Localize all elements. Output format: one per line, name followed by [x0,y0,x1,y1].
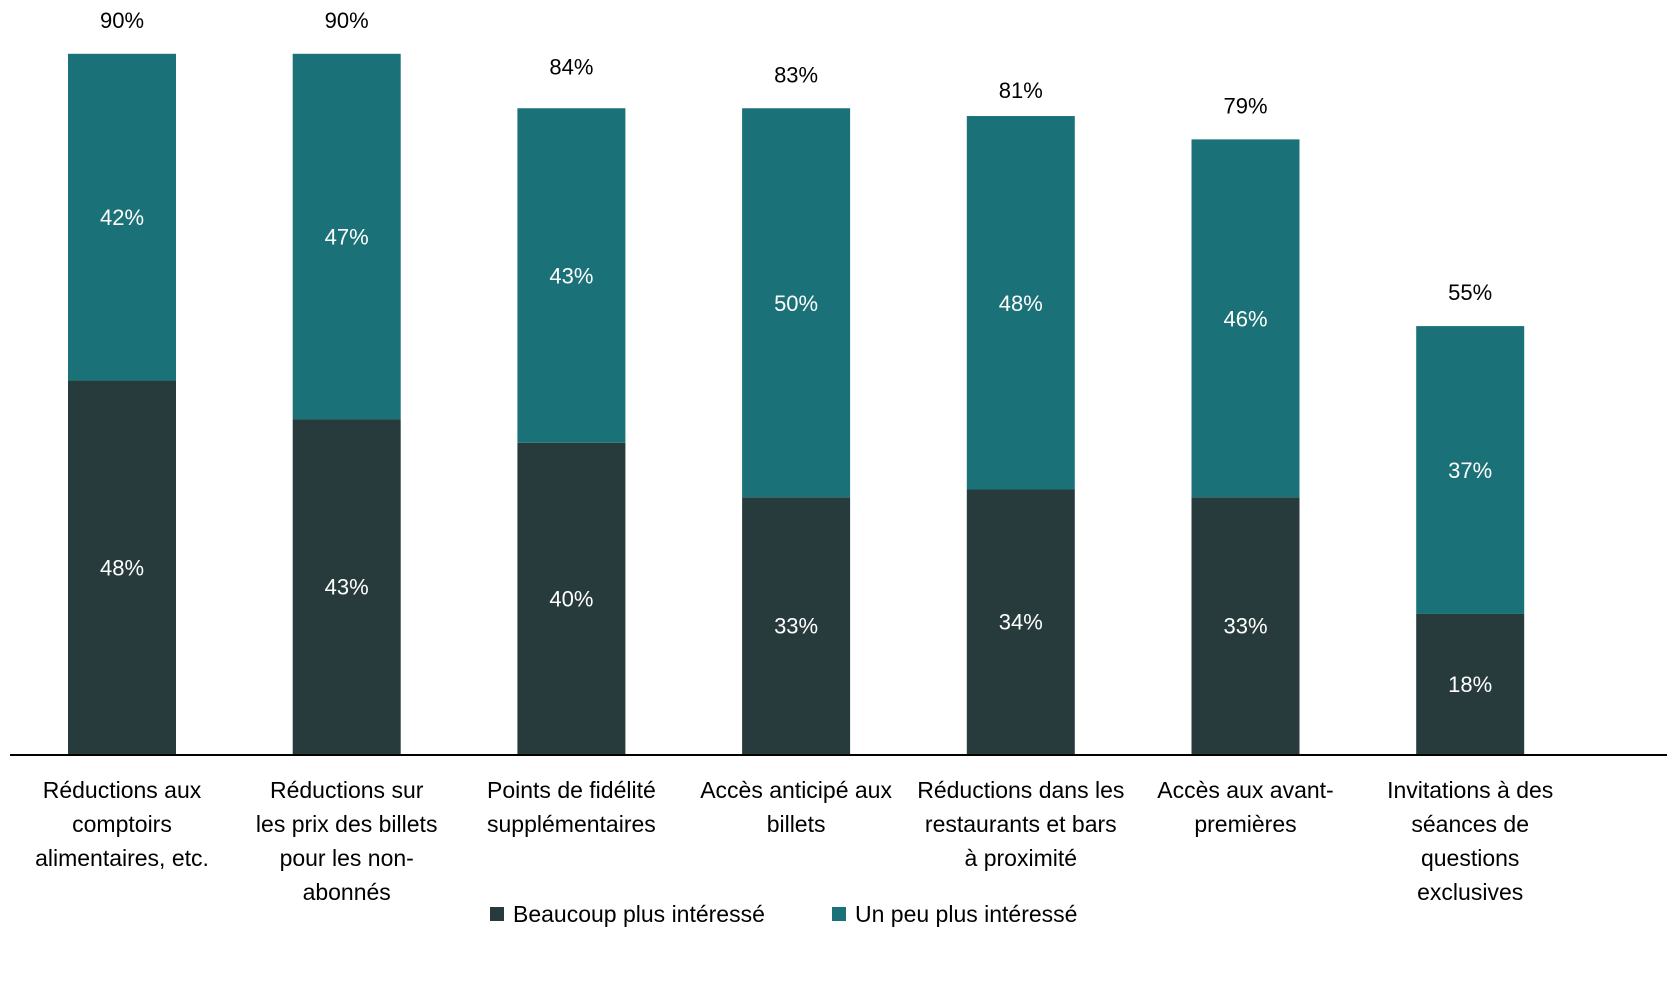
bar-segment-un-peu-7 [1416,326,1525,614]
bar-segment-beaucoup-7 [1416,613,1525,754]
category-label-5: Réductions dans les restaurants et bars à … [917,777,1124,871]
category-label-1: Réductions aux comptoirs alimentaires, etc… [35,777,209,871]
segment-label-un-peu-2: 47% [325,225,369,250]
category-label-4: Accès anticipé aux billets [700,777,892,837]
category-label-7: Invitations à des séances de questions excl… [1387,777,1553,905]
bars-layer [68,53,1525,754]
bar-segment-beaucoup-2 [292,419,401,754]
bar-segment-un-peu-1 [68,53,176,381]
segment-label-un-peu-3: 43% [549,264,593,289]
legend: Beaucoup plus intéressé Un peu plus intér… [490,901,1077,927]
segment-label-beaucoup-6: 33% [1223,614,1267,639]
segment-label-un-peu-6: 46% [1223,306,1267,331]
bar-segment-un-peu-6 [1191,139,1300,498]
segment-label-un-peu-4: 50% [774,291,818,316]
bar-segment-beaucoup-6 [1191,497,1300,754]
segment-label-beaucoup-7: 18% [1448,672,1492,697]
total-label-5: 81% [999,78,1043,103]
bar-segment-beaucoup-1 [68,380,176,754]
bar-segment-beaucoup-4 [742,497,851,754]
segment-label-beaucoup-4: 33% [774,614,818,639]
segment-label-un-peu-1: 42% [100,205,144,230]
segment-label-beaucoup-5: 34% [999,610,1043,635]
legend-label-beaucoup: Beaucoup plus intéressé [513,901,765,927]
bar-segment-un-peu-5 [966,116,1075,490]
legend-swatch-beaucoup [490,907,504,921]
segment-label-un-peu-7: 37% [1448,458,1492,483]
bar-segment-beaucoup-5 [966,489,1075,754]
total-label-4: 83% [774,62,818,87]
total-label-6: 79% [1223,93,1267,118]
bar-segment-un-peu-2 [292,53,401,420]
segment-label-un-peu-5: 48% [999,291,1043,316]
category-label-2: Réductions sur les prix des billets pour l… [256,777,438,905]
legend-label-un-peu: Un peu plus intéressé [855,901,1077,927]
total-label-3: 84% [549,54,593,79]
legend-swatch-un-peu [832,907,846,921]
bar-segment-un-peu-3 [517,108,626,443]
total-label-2: 90% [325,8,369,33]
total-label-7: 55% [1448,280,1492,305]
segment-label-beaucoup-3: 40% [549,586,593,611]
category-label-3: Points de fidélité supplémentaires [487,777,656,837]
segment-label-beaucoup-2: 43% [325,575,369,600]
total-label-1: 90% [100,8,144,33]
category-labels: Réductions aux comptoirs alimentaires, etc… [35,777,1553,905]
segment-label-beaucoup-1: 48% [100,555,144,580]
bar-segment-beaucoup-3 [517,442,626,754]
category-label-6: Accès aux avant-premières [1157,777,1333,837]
labels-layer: 48% 42% 90% 43% 47% 90% 40% 43% 84% 33% 50% 83% 34% 4… [100,8,1492,697]
bar-segment-un-peu-4 [742,108,851,498]
